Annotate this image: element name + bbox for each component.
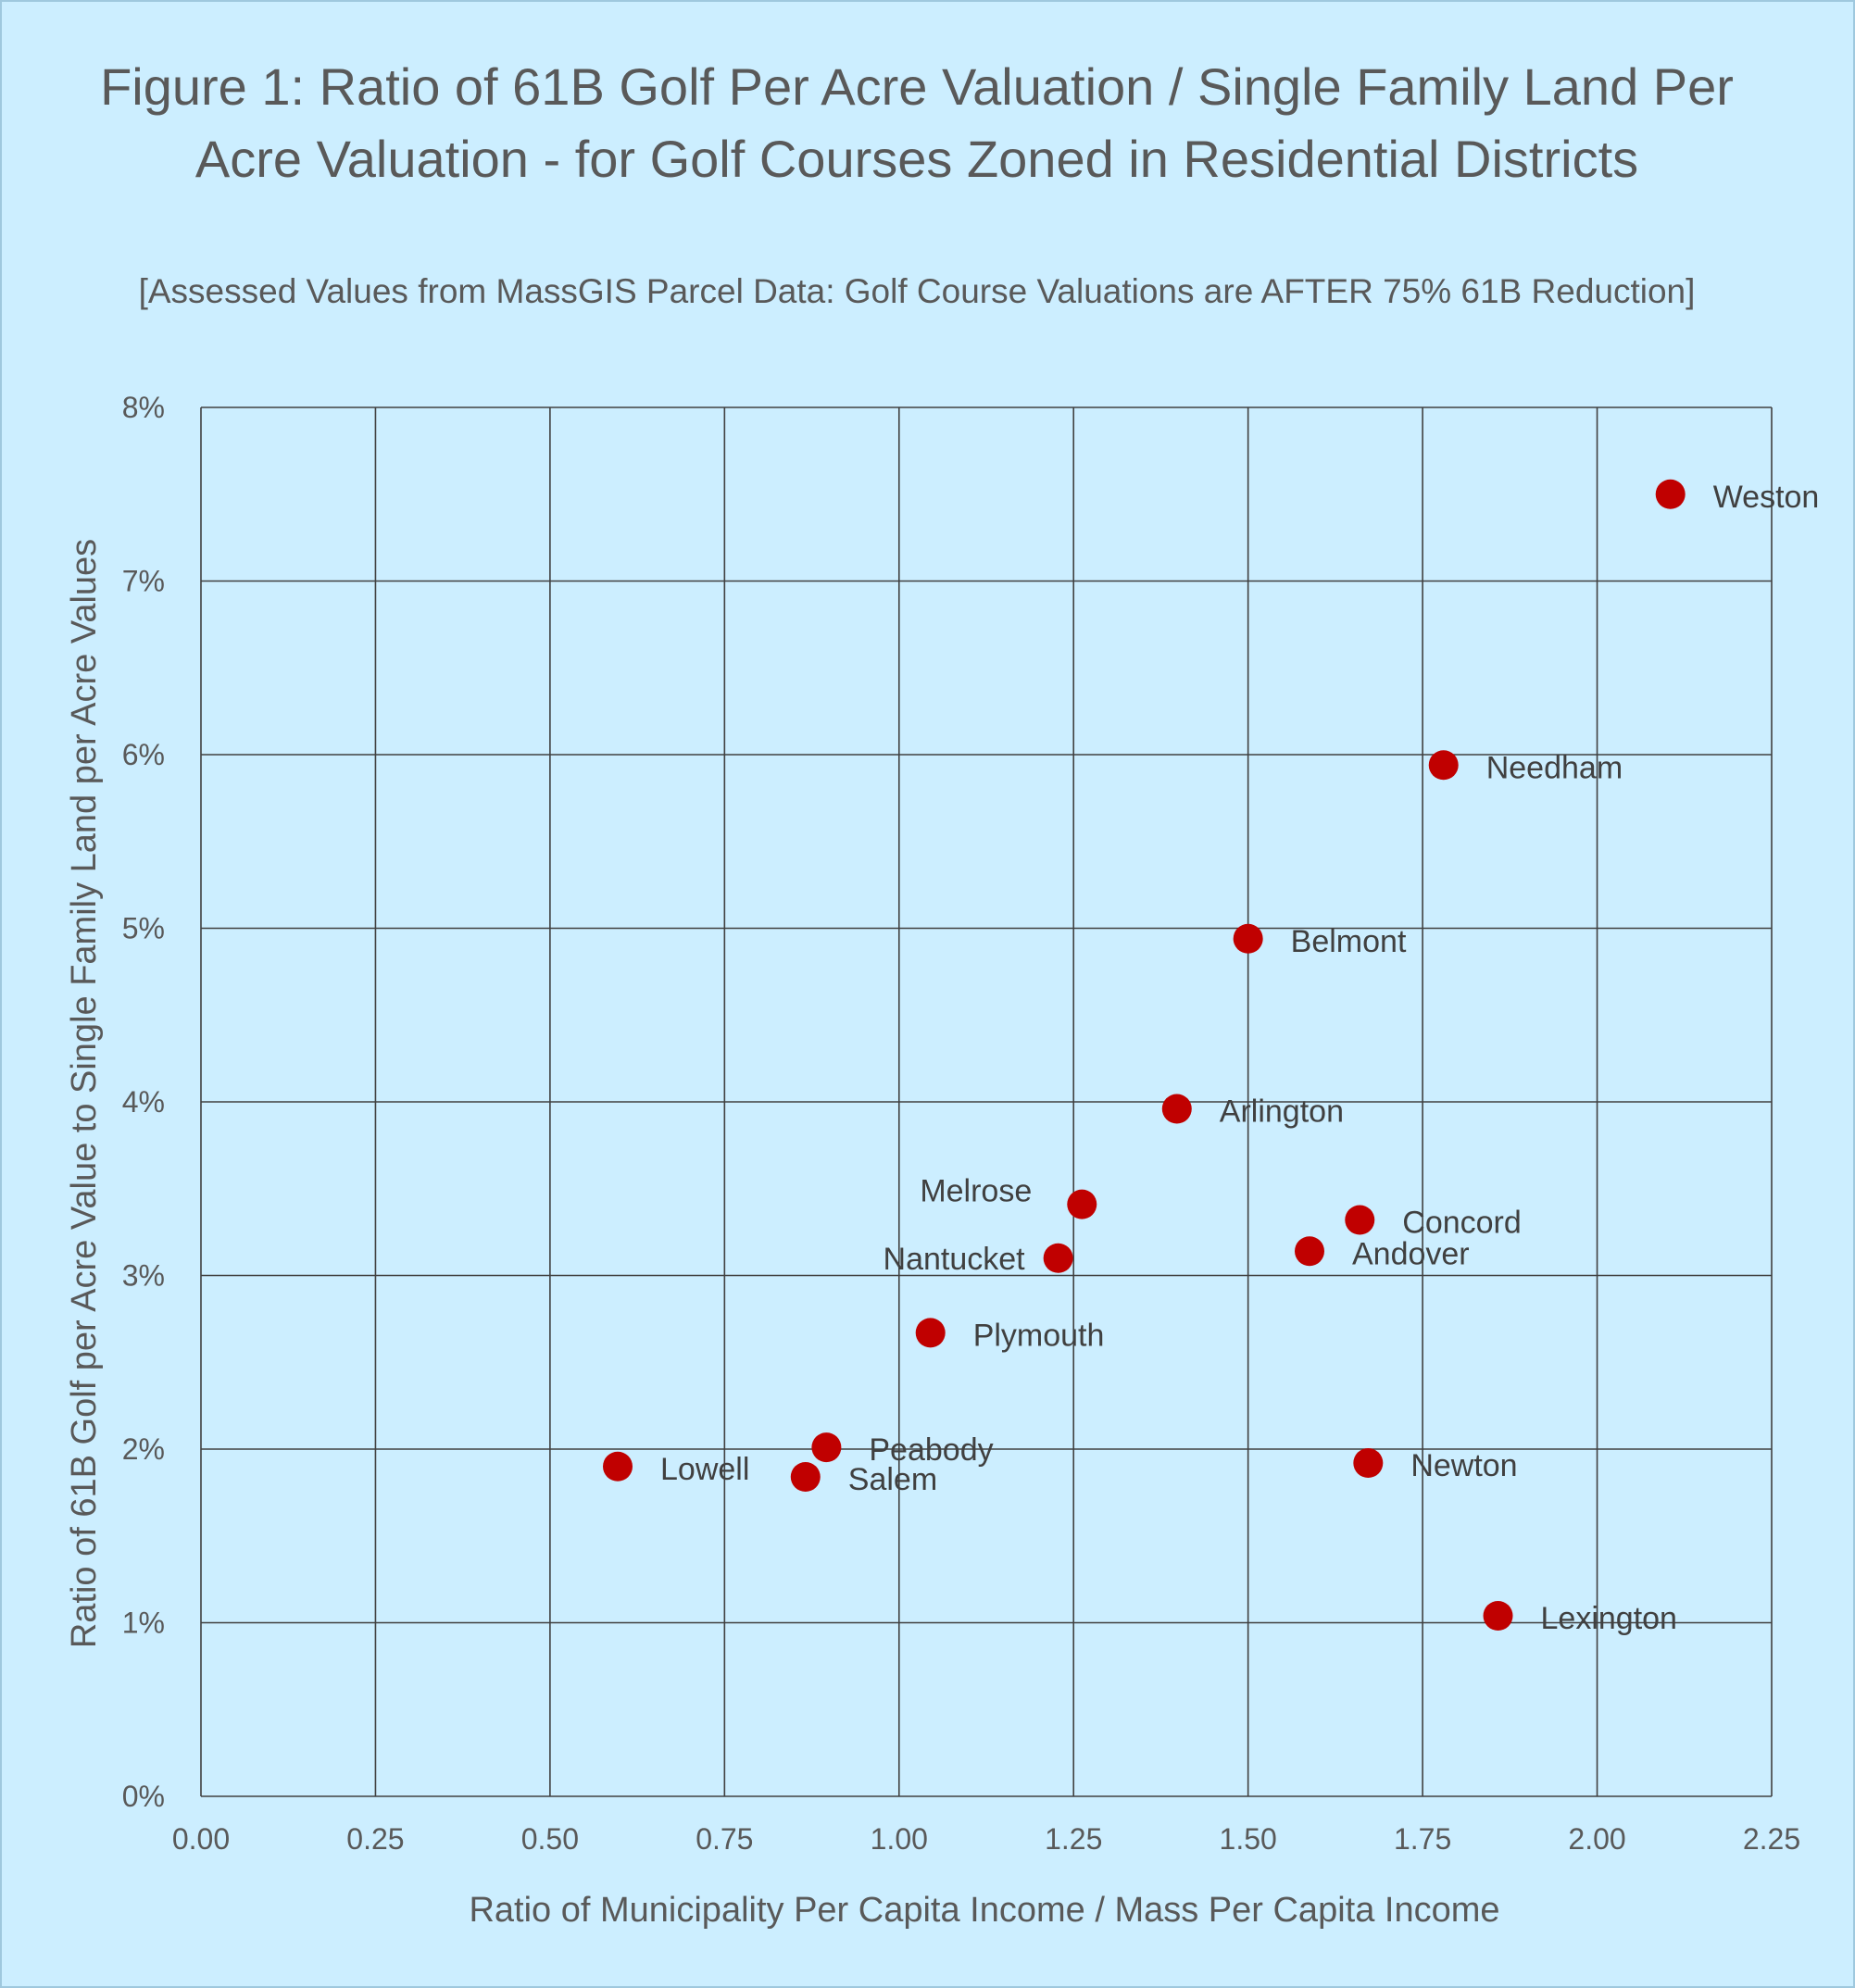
data-point-label: Salem bbox=[848, 1462, 937, 1497]
y-tick-label: 3% bbox=[122, 1259, 165, 1293]
data-point bbox=[1043, 1243, 1073, 1273]
data-point-label: Andover bbox=[1352, 1236, 1470, 1271]
x-axis-label: Ratio of Municipality Per Capita Income … bbox=[469, 1891, 1499, 1930]
x-tick-label: 1.50 bbox=[1220, 1822, 1277, 1856]
point-labels: Weston Needham Belmont Arlington Melrose Conc… bbox=[660, 480, 1819, 1636]
y-tick-label: 5% bbox=[122, 912, 165, 945]
x-tick-label: 0.00 bbox=[172, 1822, 230, 1856]
data-point bbox=[790, 1462, 821, 1492]
data-points bbox=[603, 479, 1686, 1631]
chart-title: Figure 1: Ratio of 61B Golf Per Acre Val… bbox=[100, 57, 1734, 188]
data-point-label: Concord bbox=[1402, 1206, 1522, 1241]
y-tick-label: 7% bbox=[122, 565, 165, 598]
y-tick-label: 1% bbox=[122, 1607, 165, 1640]
data-point bbox=[1655, 479, 1686, 509]
y-tick-label: 4% bbox=[122, 1085, 165, 1119]
data-point-label: Melrose bbox=[920, 1174, 1032, 1209]
x-tick-label: 1.25 bbox=[1045, 1822, 1102, 1856]
data-point bbox=[1483, 1601, 1513, 1631]
data-point bbox=[1345, 1205, 1375, 1235]
x-tick-label: 0.25 bbox=[346, 1822, 404, 1856]
data-point-label: Belmont bbox=[1291, 924, 1407, 959]
y-axis-label: Ratio of 61B Golf per Acre Value to Sing… bbox=[65, 539, 104, 1648]
data-point bbox=[1428, 750, 1459, 781]
x-tick-label: 1.00 bbox=[871, 1822, 928, 1856]
data-point bbox=[1233, 923, 1263, 954]
data-point-label: Lexington bbox=[1541, 1601, 1677, 1636]
x-tick-labels: 0.00 0.25 0.50 0.75 1.00 1.25 1.50 1.75 2.00 2.25 bbox=[172, 1822, 1800, 1856]
x-tick-label: 2.00 bbox=[1568, 1822, 1625, 1856]
x-tick-label: 2.25 bbox=[1743, 1822, 1800, 1856]
y-tick-labels: 0% 1% 2% 3% 4% 5% 6% 7% 8% bbox=[122, 391, 165, 1813]
data-point bbox=[811, 1432, 842, 1463]
y-tick-label: 2% bbox=[122, 1432, 165, 1466]
data-point bbox=[1067, 1189, 1097, 1219]
data-point-label: Weston bbox=[1713, 480, 1820, 515]
data-point-label: Nantucket bbox=[884, 1242, 1026, 1277]
data-point bbox=[1353, 1448, 1384, 1478]
data-point bbox=[1294, 1236, 1324, 1267]
chart-subtitle: [Assessed Values from MassGIS Parcel Dat… bbox=[138, 272, 1696, 310]
x-tick-label: 0.50 bbox=[521, 1822, 579, 1856]
data-point-label: Newton bbox=[1410, 1448, 1517, 1483]
data-point-label: Peabody bbox=[869, 1432, 993, 1468]
y-tick-label: 0% bbox=[122, 1780, 165, 1813]
x-tick-label: 0.75 bbox=[696, 1822, 753, 1856]
data-point-label: Lowell bbox=[660, 1452, 749, 1487]
data-point-label: Needham bbox=[1486, 750, 1623, 785]
data-point bbox=[915, 1318, 946, 1348]
data-point bbox=[603, 1451, 633, 1482]
data-point-label: Arlington bbox=[1220, 1094, 1344, 1130]
y-tick-label: 6% bbox=[122, 738, 165, 771]
data-point-label: Plymouth bbox=[973, 1318, 1105, 1353]
y-tick-label: 8% bbox=[122, 391, 165, 424]
data-point bbox=[1161, 1094, 1192, 1124]
x-tick-label: 1.75 bbox=[1394, 1822, 1451, 1856]
grid-lines bbox=[200, 406, 1773, 1797]
